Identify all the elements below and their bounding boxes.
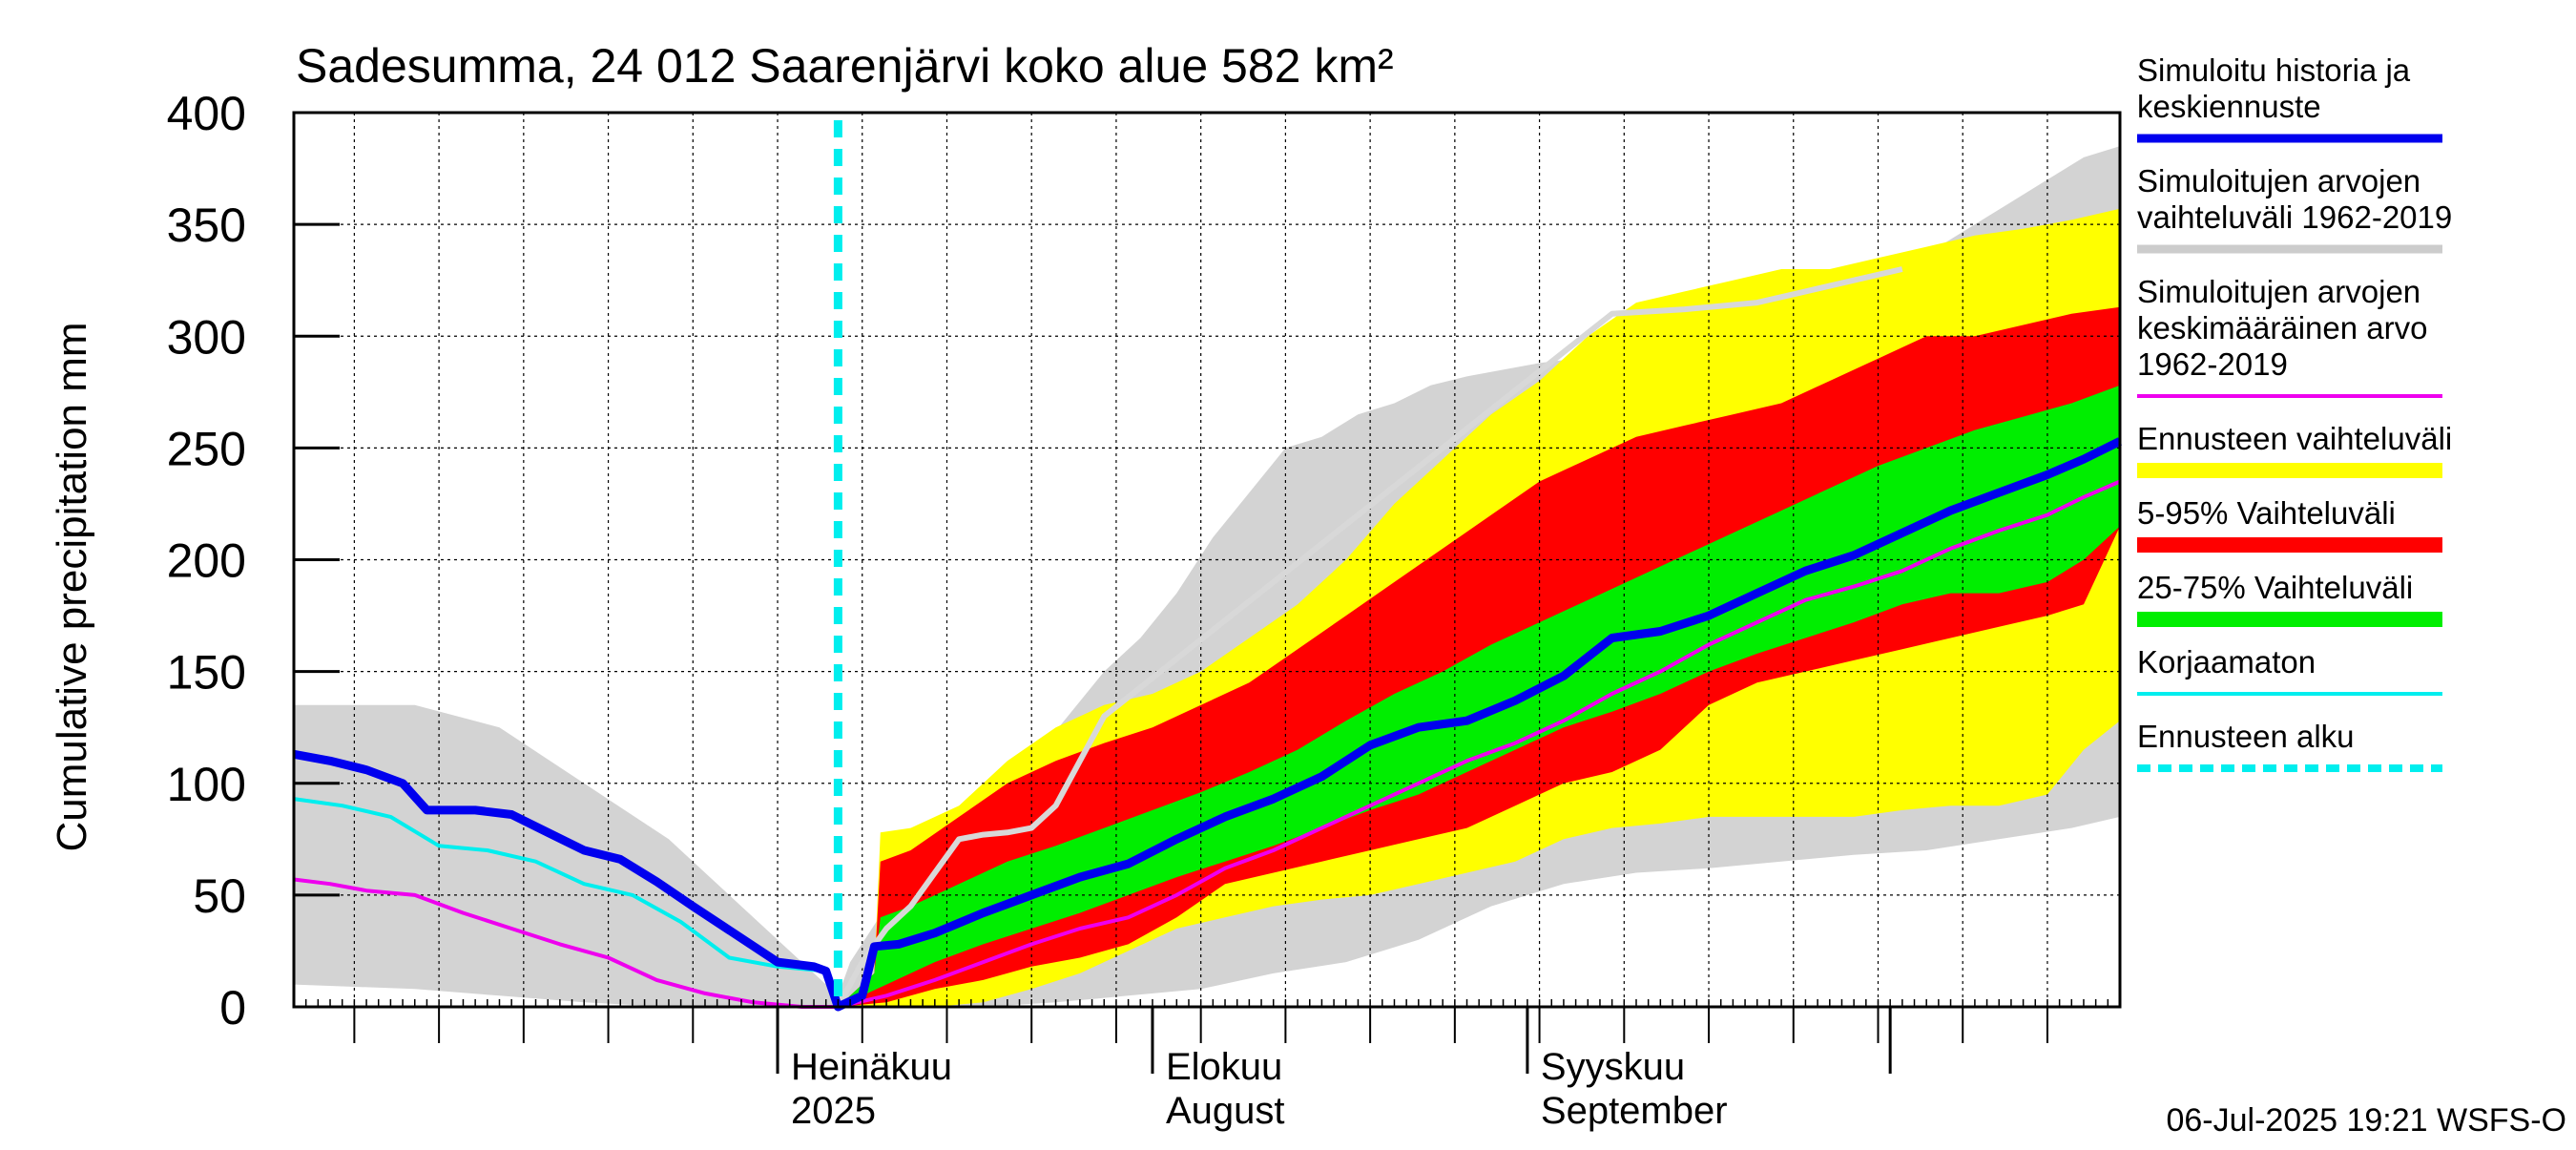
legend-swatch [2137,612,2442,627]
month-label: Elokuu [1166,1046,1282,1088]
line-sim-history [835,266,1903,1009]
legend-label: Ennusteen alku [2137,719,2355,754]
legend-label: Korjaamaton [2137,644,2316,680]
y-tick-label: 250 [167,422,246,475]
y-tick-label: 100 [167,758,246,811]
month-label-sub: September [1541,1090,1728,1132]
legend-label: keskiennuste [2137,89,2321,124]
legend-label: Ennusteen vaihteluväli [2137,421,2452,456]
legend-label: 5-95% Vaihteluväli [2137,495,2396,531]
chart-title: Sadesumma, 24 012 Saarenjärvi koko alue … [296,39,1394,93]
footer-timestamp: 06-Jul-2025 19:21 WSFS-O [2166,1102,2566,1139]
y-tick-label: 0 [219,981,246,1035]
y-tick-label: 200 [167,534,246,588]
chart-lines [293,120,2122,1012]
month-label-sub: August [1166,1090,1285,1132]
legend-label: Simuloitu historia ja [2137,52,2411,88]
y-tick-label: 400 [167,87,246,140]
legend-label: vaihteluväli 1962-2019 [2137,199,2452,235]
line-sim-mean [293,479,2121,1009]
legend-label: Simuloitujen arvojen [2137,163,2420,199]
chart-grid [294,112,2120,1007]
y-tick-label: 350 [167,199,246,252]
line-median [293,437,2122,1012]
legend-label: 1962-2019 [2137,346,2288,382]
y-tick-label: 50 [193,869,246,923]
legend-label: 25-75% Vaihteluväli [2137,570,2413,605]
y-axis-label: Cumulative precipitation mm [49,322,95,851]
legend-label: Simuloitujen arvojen [2137,274,2420,309]
month-label: Syyskuu [1541,1046,1685,1088]
legend-swatch [2137,463,2442,478]
legend-swatch [2137,537,2442,553]
legend-label: keskimääräinen arvo [2137,310,2427,345]
month-label-sub: 2025 [791,1090,876,1132]
y-tick-label: 300 [167,310,246,364]
y-tick-label: 150 [167,646,246,700]
line-uncorrected [293,797,841,1008]
month-label: Heinäkuu [791,1046,952,1088]
